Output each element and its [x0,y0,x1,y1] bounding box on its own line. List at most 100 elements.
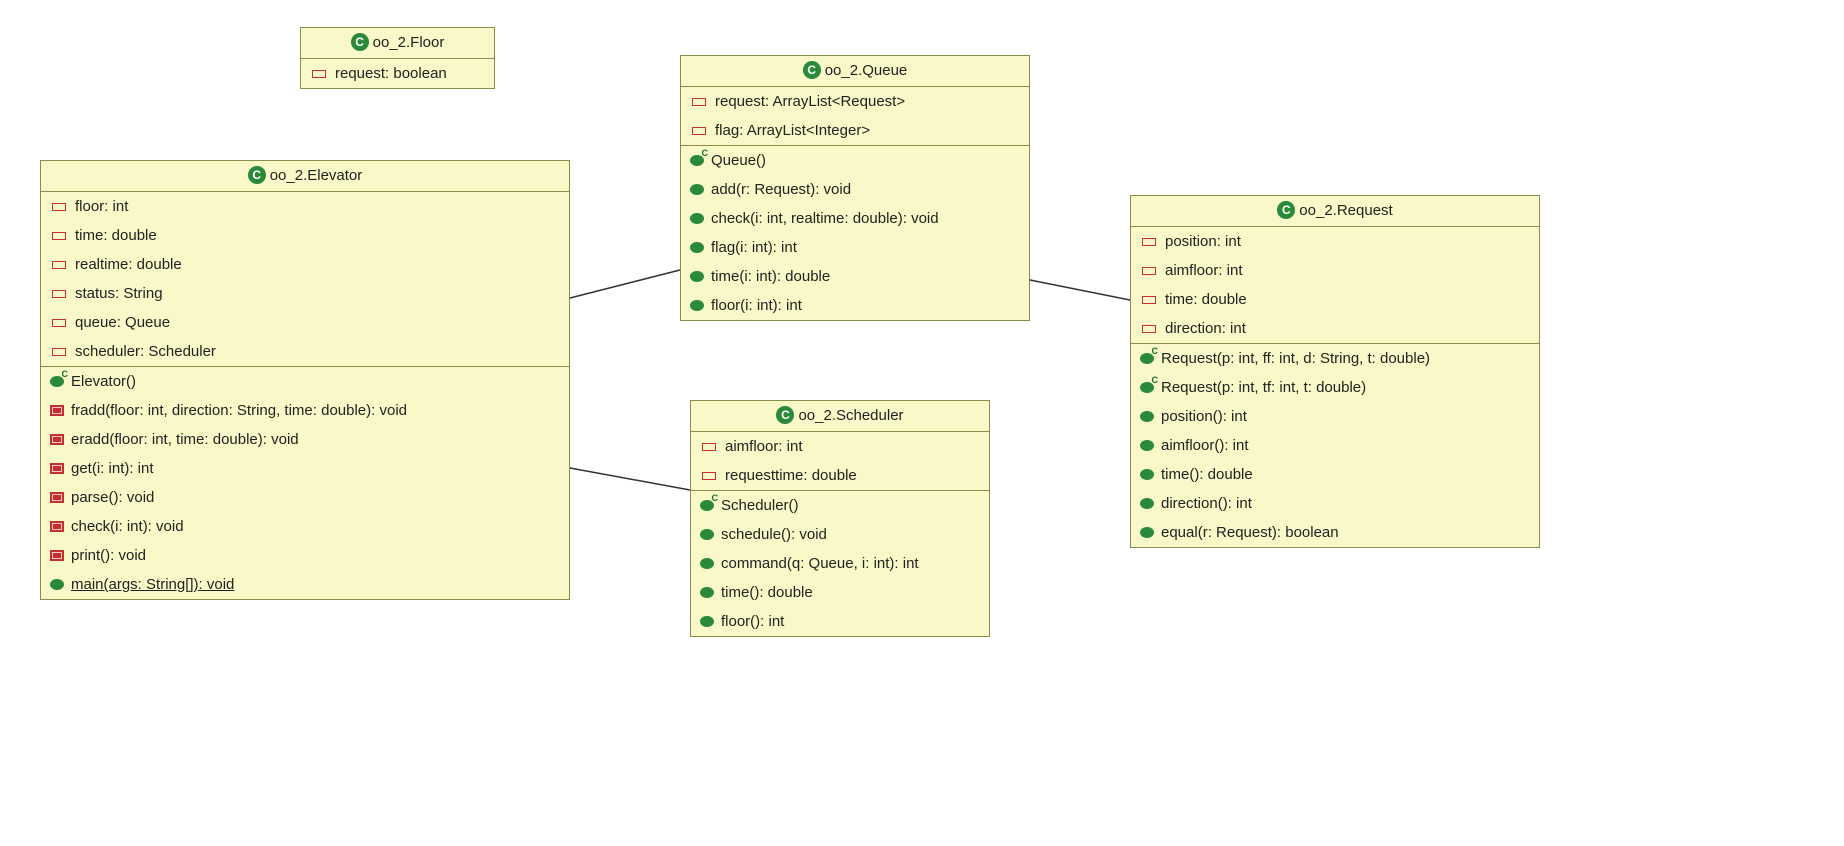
member-signature: aimfloor: int [1165,260,1243,281]
member-signature: add(r: Request): void [711,179,851,200]
member-signature: time(i: int): double [711,266,830,287]
visibility-icon [700,587,714,598]
member-signature: command(q: Queue, i: int): int [721,553,919,574]
method-row: check(i: int): void [41,512,569,541]
visibility-icon [50,405,64,416]
field-row: direction: int [1131,314,1539,343]
class-icon: C [803,61,821,79]
field-row: realtime: double [41,250,569,279]
visibility-icon [1140,469,1154,480]
method-row: command(q: Queue, i: int): int [691,549,989,578]
class-name: oo_2.Floor [373,34,445,51]
uml-association-line [1030,280,1130,300]
field-row: request: ArrayList<Request> [681,87,1029,116]
visibility-icon [1140,411,1154,422]
uml-class-floor: Coo_2.Floor request: boolean [300,27,495,89]
uml-class-queue: Coo_2.Queue request: ArrayList<Request>f… [680,55,1030,321]
method-row: floor(i: int): int [681,291,1029,320]
member-signature: print(): void [71,545,146,566]
visibility-icon [690,155,704,166]
method-row: add(r: Request): void [681,175,1029,204]
methods-section: Elevator() fradd(floor: int, direction: S… [41,367,569,599]
method-row: floor(): int [691,607,989,636]
member-signature: Request(p: int, tf: int, t: double) [1161,377,1366,398]
method-row: Elevator() [41,367,569,396]
visibility-icon [1140,353,1154,364]
uml-association-line [570,270,680,298]
class-icon: C [248,166,266,184]
visibility-icon [700,558,714,569]
visibility-icon [690,213,704,224]
member-signature: time(): double [1161,464,1253,485]
field-row: time: double [1131,285,1539,314]
visibility-icon [50,521,64,532]
visibility-icon [1142,325,1156,333]
member-signature: time: double [75,225,157,246]
visibility-icon [52,290,66,298]
member-signature: fradd(floor: int, direction: String, tim… [71,400,407,421]
method-row: print(): void [41,541,569,570]
member-signature: time: double [1165,289,1247,310]
method-row: Scheduler() [691,491,989,520]
member-signature: parse(): void [71,487,154,508]
member-signature: floor(i: int): int [711,295,802,316]
member-signature: request: ArrayList<Request> [715,91,905,112]
method-row: get(i: int): int [41,454,569,483]
fields-section: position: int aimfloor: int time: double di… [1131,227,1539,344]
method-row: time(i: int): double [681,262,1029,291]
member-signature: realtime: double [75,254,182,275]
fields-section: request: ArrayList<Request>flag: ArrayLi… [681,87,1029,146]
visibility-icon [700,500,714,511]
visibility-icon [690,271,704,282]
member-signature: status: String [75,283,163,304]
visibility-icon [690,242,704,253]
member-signature: flag(i: int): int [711,237,797,258]
visibility-icon [50,434,64,445]
member-signature: direction: int [1165,318,1246,339]
visibility-icon [50,550,64,561]
class-icon: C [1277,201,1295,219]
member-signature: time(): double [721,582,813,603]
member-signature: schedule(): void [721,524,827,545]
member-signature: Elevator() [71,371,136,392]
member-signature: main(args: String[]): void [71,574,234,595]
visibility-icon [52,203,66,211]
class-title: Coo_2.Request [1131,196,1539,227]
visibility-icon [1140,527,1154,538]
visibility-icon [1142,267,1156,275]
member-signature: aimfloor: int [725,436,803,457]
method-row: fradd(floor: int, direction: String, tim… [41,396,569,425]
visibility-icon [690,300,704,311]
methods-section: Scheduler() schedule(): void command(q: Qu… [691,491,989,636]
member-signature: direction(): int [1161,493,1252,514]
class-icon: C [351,33,369,51]
member-signature: get(i: int): int [71,458,154,479]
method-row: aimfloor(): int [1131,431,1539,460]
class-title: Coo_2.Scheduler [691,401,989,432]
member-signature: check(i: int, realtime: double): void [711,208,939,229]
visibility-icon [1142,238,1156,246]
method-row: eradd(floor: int, time: double): void [41,425,569,454]
class-name: oo_2.Elevator [270,167,363,184]
member-signature: floor: int [75,196,128,217]
member-signature: scheduler: Scheduler [75,341,216,362]
field-row: floor: int [41,192,569,221]
visibility-icon [50,376,64,387]
field-row: status: String [41,279,569,308]
fields-section: floor: int time: double realtime: double st… [41,192,569,367]
visibility-icon [1142,296,1156,304]
visibility-icon [702,443,716,451]
visibility-icon [700,616,714,627]
visibility-icon [692,127,706,135]
field-row: position: int [1131,227,1539,256]
visibility-icon [700,529,714,540]
fields-section: request: boolean [301,59,494,88]
method-row: time(): double [1131,460,1539,489]
member-signature: aimfloor(): int [1161,435,1249,456]
class-name: oo_2.Scheduler [798,407,903,424]
visibility-icon [312,70,326,78]
method-row: schedule(): void [691,520,989,549]
uml-class-elevator: Coo_2.Elevator floor: int time: double rea… [40,160,570,600]
methods-section: Queue()add(r: Request): voidcheck(i: int… [681,146,1029,320]
method-row: parse(): void [41,483,569,512]
